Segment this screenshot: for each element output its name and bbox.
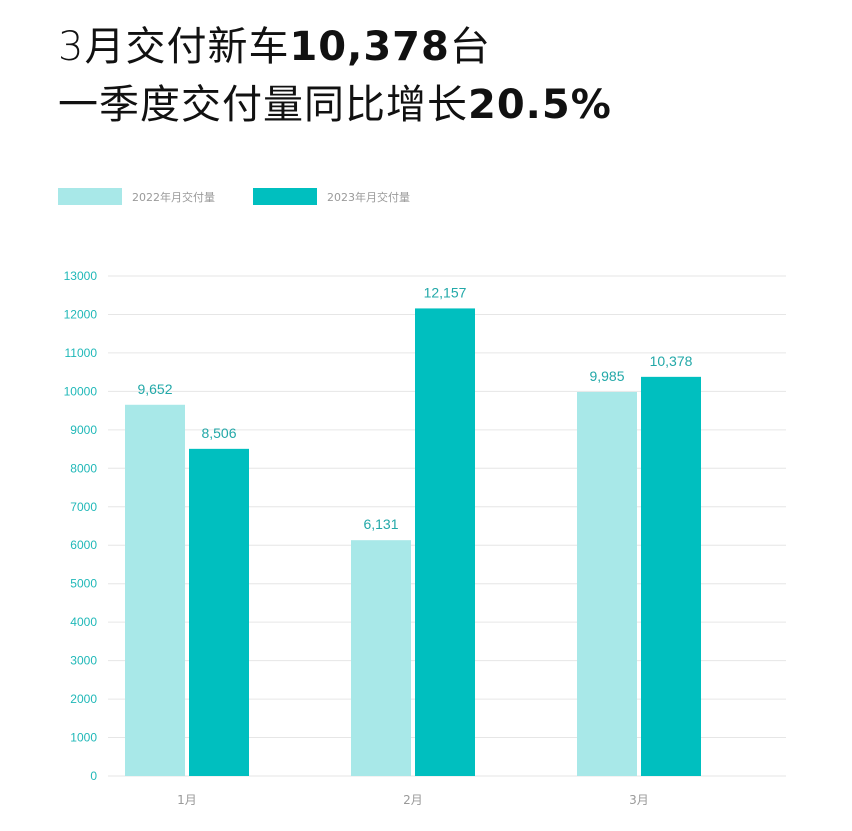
y-tick-label: 7000 bbox=[70, 500, 97, 514]
legend-swatch-2022 bbox=[58, 188, 122, 205]
headline-line-2-text: 一季度交付量同比增长 bbox=[58, 82, 468, 128]
y-tick-label: 12000 bbox=[64, 307, 98, 321]
headline-line-1-suffix: 台 bbox=[449, 24, 491, 70]
headline: 3月交付新车10,378台 一季度交付量同比增长20.5% bbox=[58, 18, 612, 134]
y-tick-label: 9000 bbox=[70, 423, 97, 437]
x-tick-label: 2月 bbox=[403, 793, 423, 807]
bar bbox=[641, 376, 701, 776]
bar bbox=[125, 404, 185, 776]
bar bbox=[415, 308, 475, 776]
data-label: 6,131 bbox=[363, 516, 398, 532]
y-tick-label: 4000 bbox=[70, 615, 97, 629]
headline-line-2: 一季度交付量同比增长20.5% bbox=[58, 76, 612, 134]
legend-item-2022: 2022年月交付量 bbox=[58, 188, 215, 205]
y-tick-label: 1000 bbox=[70, 731, 97, 745]
legend-label-2023: 2023年月交付量 bbox=[327, 190, 410, 204]
y-tick-label: 3000 bbox=[70, 654, 97, 668]
headline-delivery-number: 10,378 bbox=[289, 24, 450, 70]
y-tick-label: 13000 bbox=[64, 269, 98, 283]
headline-growth-number: 20.5% bbox=[468, 82, 612, 128]
legend-swatch-2023 bbox=[253, 188, 317, 205]
legend-label-2022: 2022年月交付量 bbox=[132, 190, 215, 204]
y-tick-label: 8000 bbox=[70, 461, 97, 475]
data-label: 12,157 bbox=[424, 284, 467, 300]
x-tick-label: 1月 bbox=[177, 793, 197, 807]
x-tick-label: 3月 bbox=[629, 793, 649, 807]
y-tick-label: 2000 bbox=[70, 692, 97, 706]
bar bbox=[577, 391, 637, 776]
bar bbox=[351, 540, 411, 776]
legend-item-2023: 2023年月交付量 bbox=[253, 188, 410, 205]
data-label: 9,652 bbox=[137, 381, 172, 397]
y-tick-label: 6000 bbox=[70, 538, 97, 552]
y-tick-label: 10000 bbox=[64, 384, 98, 398]
y-tick-label: 11000 bbox=[65, 346, 98, 360]
y-tick-label: 0 bbox=[90, 769, 97, 783]
bar-chart: 0 1000 2000 3000 4000 5000 6000 7000 8000 9000 100… bbox=[64, 269, 786, 807]
data-label: 10,378 bbox=[650, 353, 693, 369]
data-label: 8,506 bbox=[201, 425, 236, 441]
headline-line-1: 3月交付新车10,378台 bbox=[58, 18, 612, 76]
headline-line-1-text: 3月交付新车 bbox=[58, 24, 290, 70]
y-tick-label: 5000 bbox=[70, 577, 97, 591]
bar bbox=[189, 448, 249, 776]
data-label: 9,985 bbox=[589, 368, 624, 384]
chart-legend: 2022年月交付量 2023年月交付量 bbox=[58, 188, 448, 205]
